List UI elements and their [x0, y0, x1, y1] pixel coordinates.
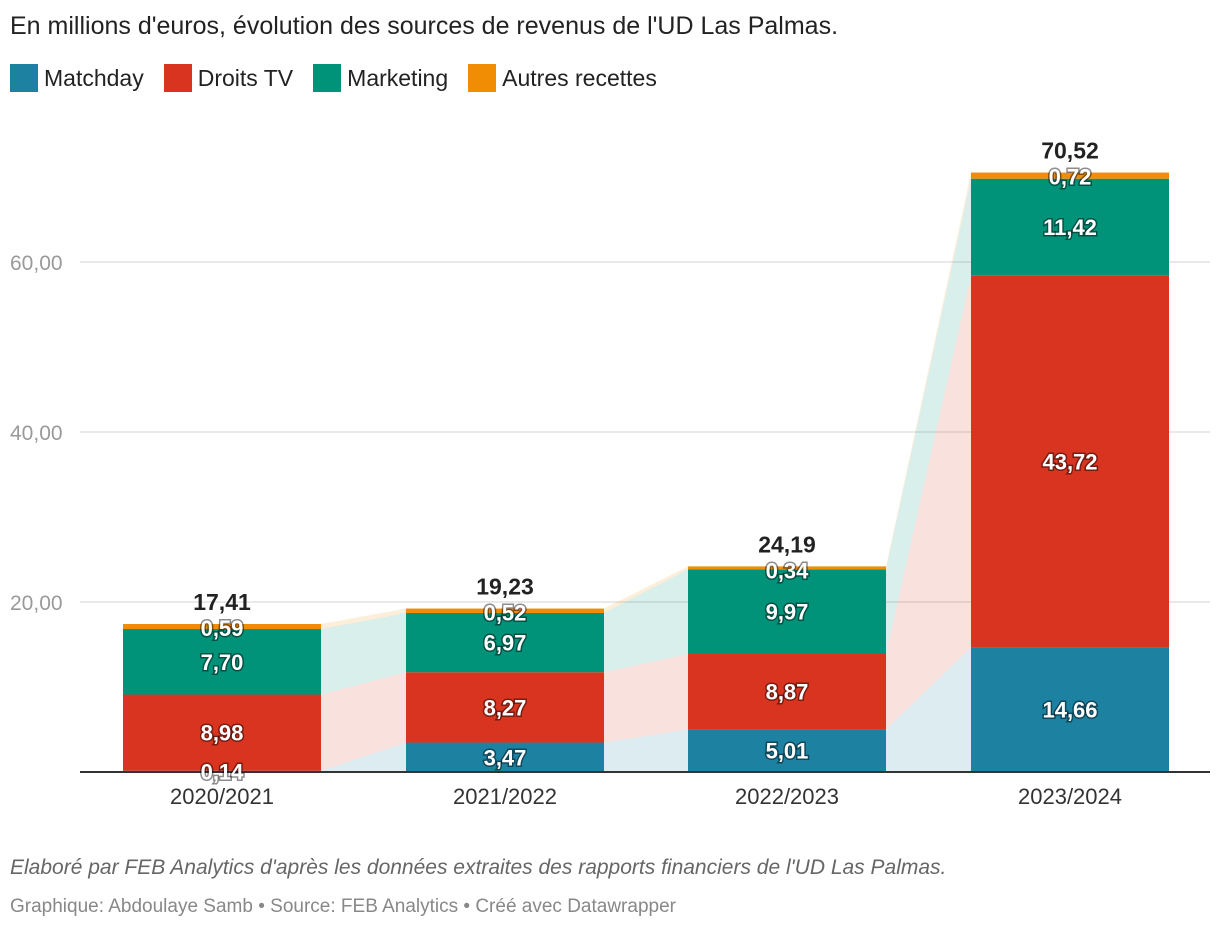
data-label-marketing: 6,97	[484, 631, 527, 656]
bar-segment-matchday	[406, 742, 604, 772]
data-label-droits-tv: 43,72	[1042, 450, 1097, 475]
y-tick-label: 40,00	[10, 422, 63, 445]
legend-swatch-autres-recettes	[468, 64, 497, 92]
x-tick-label: 2021/2022	[453, 784, 557, 809]
legend: Matchday Droits TV Marketing Autres rece…	[10, 64, 677, 92]
legend-label-matchday: Matchday	[44, 64, 144, 91]
legend-item-marketing: Marketing	[313, 64, 448, 92]
total-label: 17,41	[193, 589, 251, 615]
data-label-marketing: 7,70	[201, 650, 244, 675]
data-label-marketing: 9,97	[766, 600, 809, 625]
legend-label-droits-tv: Droits TV	[197, 64, 294, 91]
x-tick-label: 2023/2024	[1018, 784, 1122, 809]
data-label-droits-tv: 8,87	[766, 680, 809, 705]
chart-title: En millions d'euros, évolution des sourc…	[10, 12, 839, 40]
bar-segment-marketing	[688, 569, 886, 655]
bar-segment-marketing	[406, 612, 604, 673]
bar-segment-autres-recettes	[123, 624, 321, 630]
data-label-autres-recettes: 0,72	[1049, 165, 1092, 190]
x-tick-label: 2020/2021	[170, 784, 274, 809]
chart-notes: Elaboré par FEB Analytics d'après les do…	[10, 856, 947, 879]
bar-segment-autres-recettes	[406, 608, 604, 613]
connector-band-matchday	[604, 729, 688, 772]
legend-item-autres-recettes: Autres recettes	[468, 64, 657, 92]
bar-segment-autres-recettes	[688, 566, 886, 570]
connector-band-marketing	[886, 178, 971, 655]
connector-band-droits-tv	[321, 672, 406, 771]
connector-band-autres-recettes	[604, 566, 688, 613]
legend-label-marketing: Marketing	[347, 64, 449, 91]
legend-swatch-marketing	[313, 64, 342, 92]
data-label-droits-tv: 8,27	[484, 695, 527, 720]
connector-band-droits-tv	[604, 654, 688, 743]
bar-segment-matchday	[688, 729, 886, 772]
connector-band-droits-tv	[886, 275, 971, 730]
legend-item-droits-tv: Droits TV	[163, 64, 294, 92]
legend-swatch-droits-tv	[163, 64, 192, 92]
connector-band-matchday	[886, 647, 971, 772]
legend-label-autres-recettes: Autres recettes	[502, 64, 657, 91]
data-label-matchday: 0,14	[201, 759, 245, 784]
data-label-autres-recettes: 0,52	[484, 601, 527, 626]
data-label-autres-recettes: 0,59	[201, 616, 244, 641]
connector-band-marketing	[604, 569, 688, 673]
connector-band-autres-recettes	[886, 172, 971, 570]
bar-segment-marketing	[971, 178, 1169, 276]
bar-segment-droits-tv	[688, 654, 886, 730]
data-label-matchday: 14,66	[1042, 698, 1097, 723]
data-label-droits-tv: 8,98	[201, 721, 244, 746]
bar-segment-autres-recettes	[971, 172, 1169, 179]
x-tick-label: 2022/2023	[735, 784, 839, 809]
bar-segment-marketing	[123, 629, 321, 695]
y-tick-label: 20,00	[10, 592, 63, 615]
legend-item-matchday: Matchday	[10, 64, 144, 92]
data-label-matchday: 5,01	[766, 739, 809, 764]
data-label-marketing: 11,42	[1043, 215, 1097, 240]
data-label-autres-recettes: 0,34	[766, 558, 810, 583]
bar-segment-droits-tv	[123, 694, 321, 771]
connector-band-autres-recettes	[321, 608, 406, 630]
data-label-matchday: 3,47	[484, 745, 527, 770]
y-tick-label: 60,00	[10, 252, 63, 275]
bar-segment-matchday	[971, 647, 1169, 772]
connector-band-marketing	[321, 612, 406, 695]
total-label: 70,52	[1041, 138, 1099, 164]
total-label: 19,23	[476, 574, 534, 600]
legend-swatch-matchday	[10, 64, 38, 92]
bar-segment-droits-tv	[971, 275, 1169, 648]
connector-band-matchday	[321, 742, 406, 772]
chart-byline: Graphique: Abdoulaye Samb • Source: FEB …	[10, 896, 676, 917]
total-label: 24,19	[758, 531, 816, 557]
bar-segment-droits-tv	[406, 672, 604, 743]
